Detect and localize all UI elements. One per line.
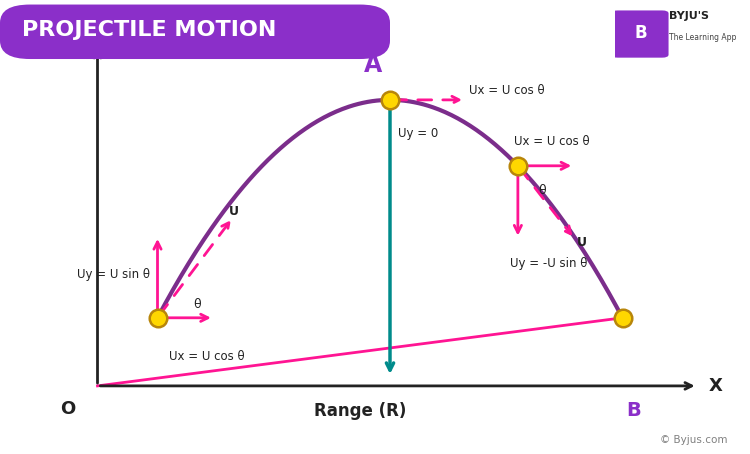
Point: [384, 96, 396, 104]
FancyBboxPatch shape: [0, 5, 390, 59]
Text: The Learning App: The Learning App: [668, 33, 736, 41]
Text: O: O: [60, 400, 75, 418]
Text: Uy = 0: Uy = 0: [398, 127, 438, 140]
Text: B: B: [626, 401, 641, 420]
Text: PROJECTILE MOTION: PROJECTILE MOTION: [22, 20, 277, 40]
Text: A: A: [364, 53, 382, 77]
Text: X: X: [709, 377, 723, 395]
Point: [152, 314, 164, 321]
Text: U: U: [229, 205, 238, 217]
Text: © Byjus.com: © Byjus.com: [660, 435, 728, 445]
Text: U: U: [578, 237, 587, 250]
Text: B: B: [634, 24, 646, 42]
Point: [512, 162, 524, 169]
Text: Y: Y: [80, 18, 93, 36]
Text: Uy = U sin θ: Uy = U sin θ: [77, 268, 150, 281]
Text: Ux = U cos θ: Ux = U cos θ: [514, 135, 590, 148]
FancyBboxPatch shape: [611, 10, 668, 58]
Text: Uy = -U sin θ: Uy = -U sin θ: [510, 257, 588, 270]
Text: Range (R): Range (R): [314, 402, 407, 420]
Text: θ: θ: [538, 184, 546, 197]
Text: Ux = U cos θ: Ux = U cos θ: [169, 350, 244, 363]
Text: BYJU'S: BYJU'S: [668, 11, 709, 21]
Text: θ: θ: [194, 298, 201, 311]
Point: [616, 314, 628, 321]
Text: Ux = U cos θ: Ux = U cos θ: [469, 84, 544, 97]
